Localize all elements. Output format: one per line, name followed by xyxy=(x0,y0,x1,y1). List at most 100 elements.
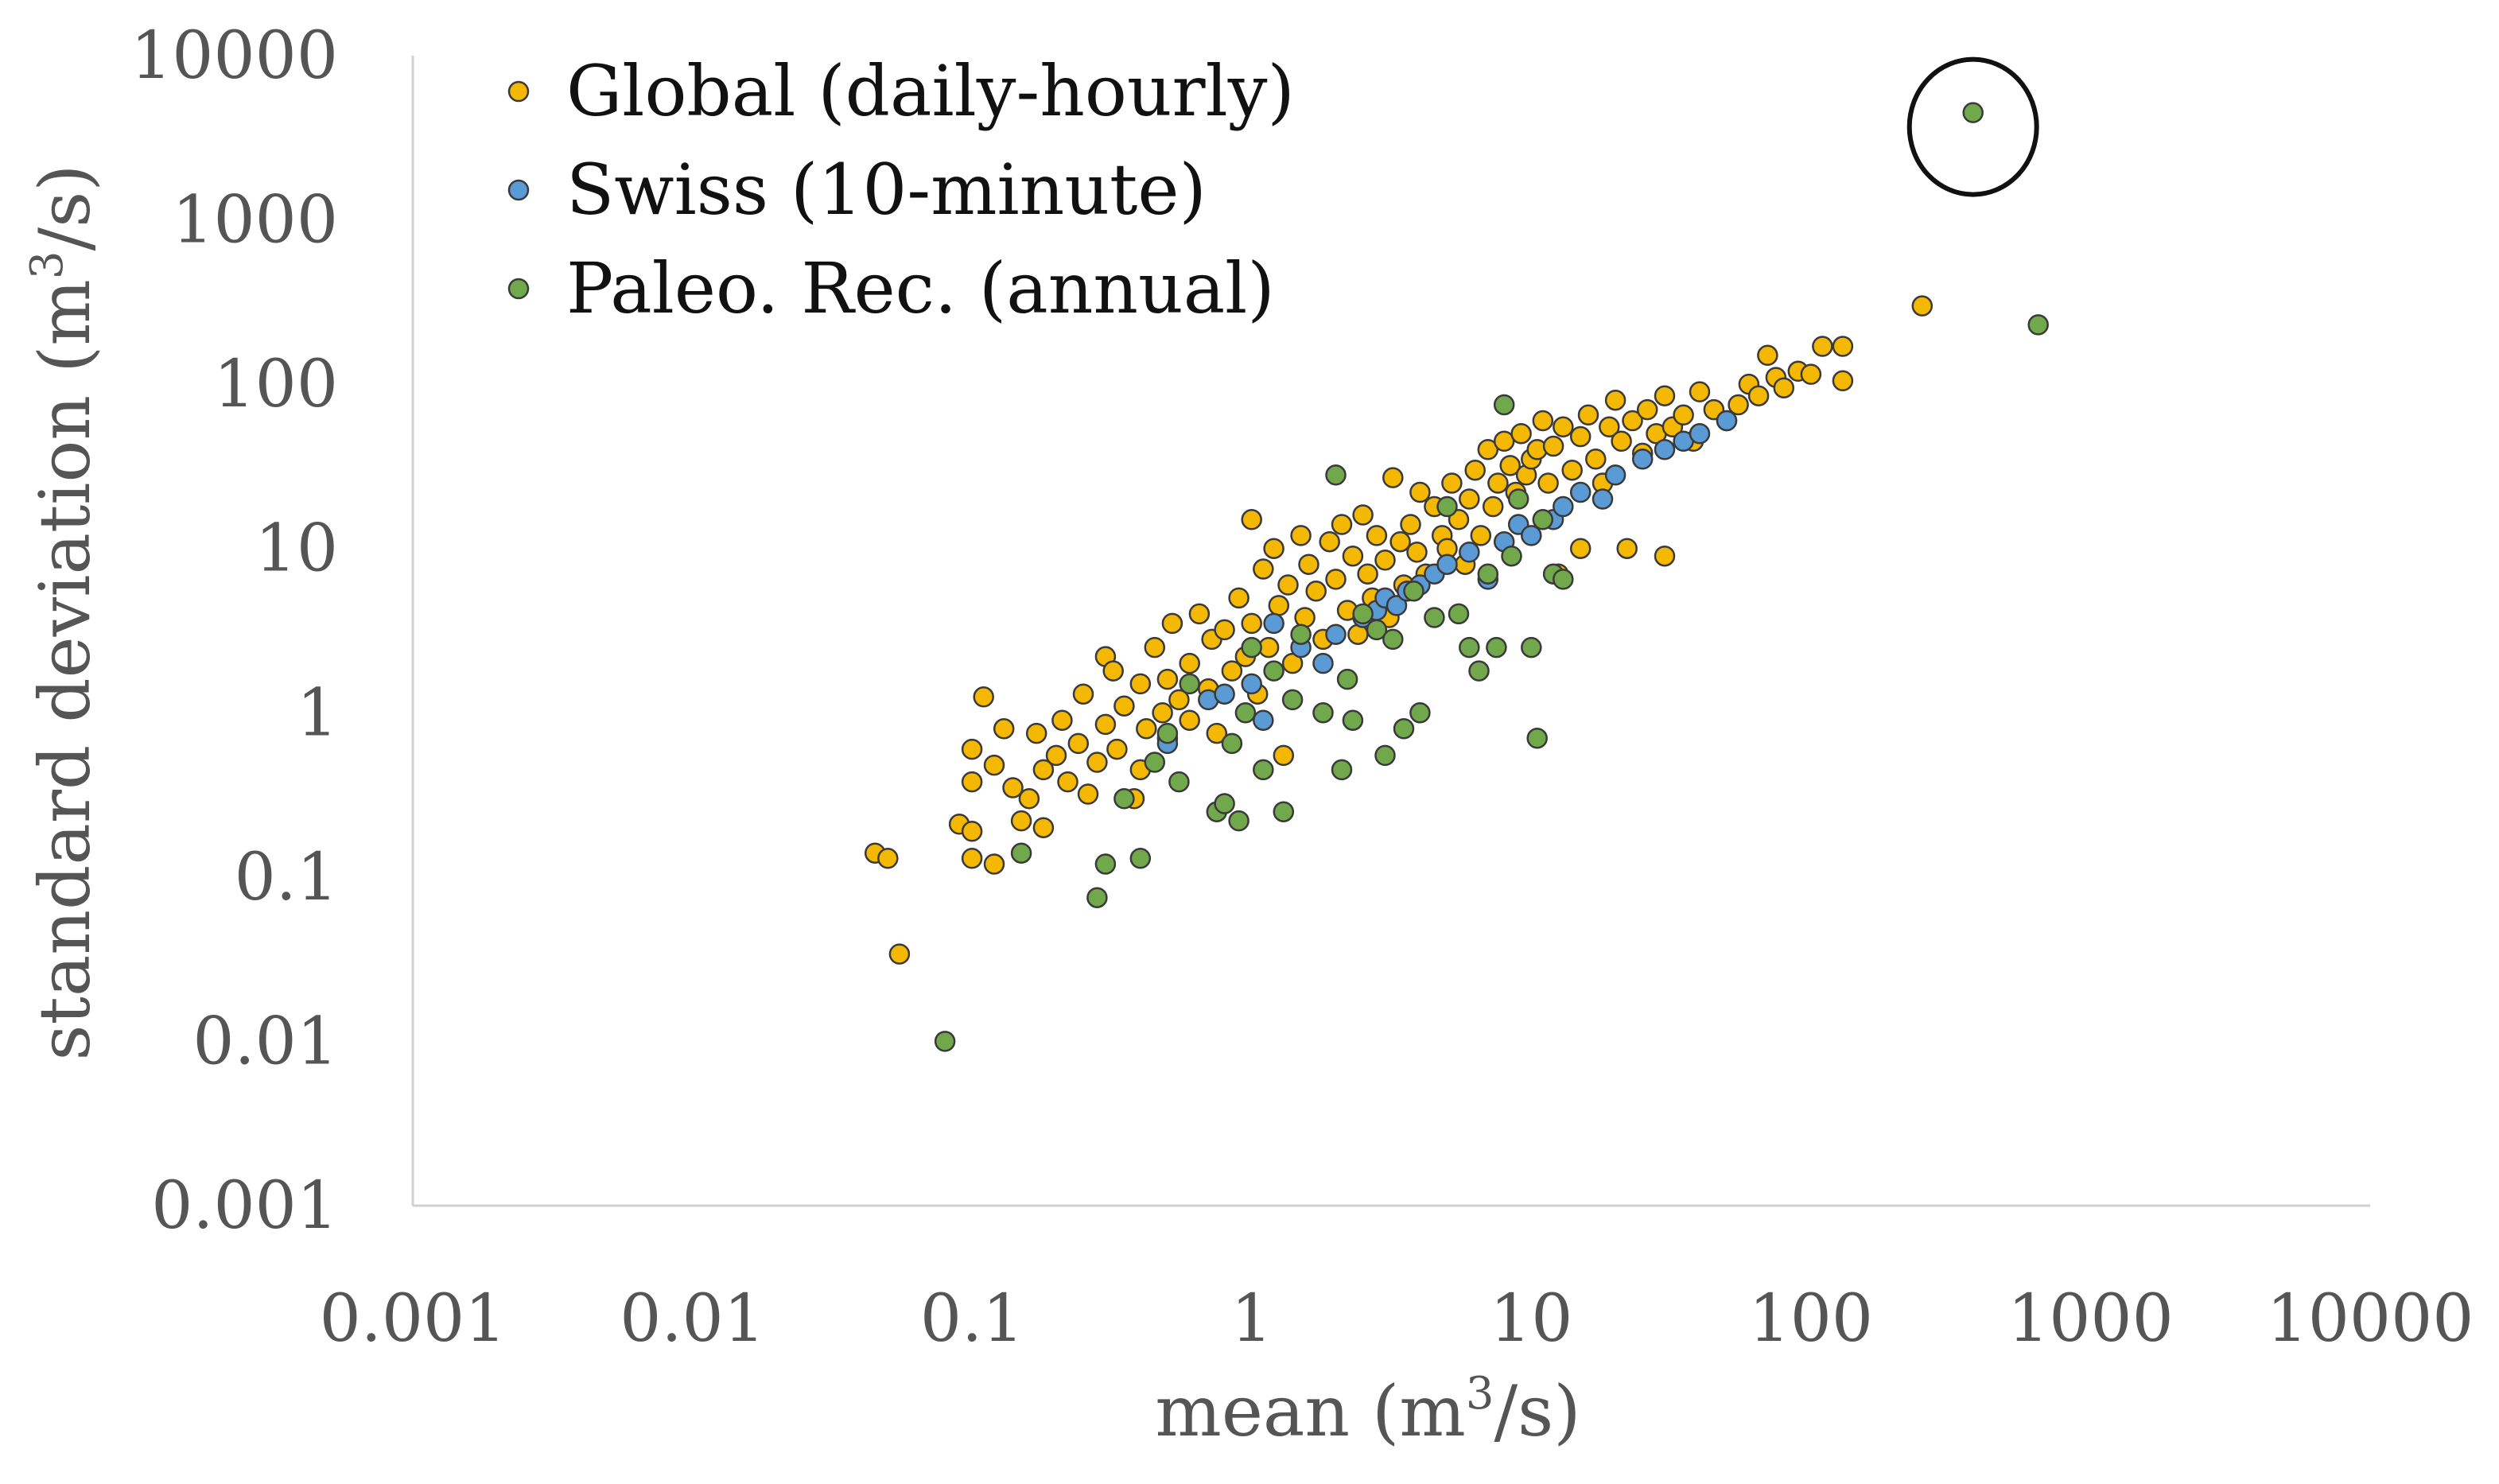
point-paleo-rec-annual xyxy=(1501,545,1522,567)
point-swiss-10-minute xyxy=(1604,464,1626,486)
point-global-daily-hourly xyxy=(1441,472,1463,494)
point-paleo-rec-annual xyxy=(1325,464,1347,486)
point-global-daily-hourly xyxy=(983,754,1005,776)
point-global-daily-hourly xyxy=(1106,738,1128,760)
point-global-daily-hourly xyxy=(1179,709,1200,731)
point-global-daily-hourly xyxy=(1382,467,1404,488)
point-global-daily-hourly xyxy=(888,943,911,965)
point-paleo-rec-annual xyxy=(1493,394,1515,416)
point-swiss-10-minute xyxy=(1386,595,1408,616)
point-global-daily-hourly xyxy=(1622,410,1643,432)
point-global-daily-hourly xyxy=(1094,713,1117,736)
point-paleo-rec-annual xyxy=(1336,668,1358,690)
point-paleo-rec-annual xyxy=(1086,887,1108,908)
data-points xyxy=(864,102,2049,1052)
point-global-daily-hourly xyxy=(1342,545,1364,567)
point-global-daily-hourly xyxy=(1654,545,1676,567)
point-global-daily-hourly xyxy=(1773,377,1795,398)
x-tick-label: 10000 xyxy=(2267,1281,2474,1357)
x-tick-labels: 0.001 0.01 0.1 1 10 100 1000 10000 xyxy=(320,1281,2474,1357)
point-global-daily-hourly xyxy=(1604,389,1626,411)
x-tick-label: 0.1 xyxy=(920,1281,1024,1357)
point-paleo-rec-annual xyxy=(2027,314,2049,336)
point-global-daily-hourly xyxy=(1532,410,1554,432)
legend-label: Paleo. Rec. (annual) xyxy=(566,247,1275,329)
point-global-daily-hourly xyxy=(1599,416,1620,438)
point-swiss-10-minute xyxy=(1459,542,1480,563)
point-global-daily-hourly xyxy=(877,848,899,869)
point-global-daily-hourly xyxy=(1800,363,1822,385)
point-global-daily-hourly xyxy=(1747,385,1770,406)
point-global-daily-hourly xyxy=(961,738,983,760)
y-tick-label: 10 xyxy=(255,511,338,587)
point-paleo-rec-annual xyxy=(1156,722,1179,744)
y-tick-label: 0.001 xyxy=(151,1168,338,1244)
point-global-daily-hourly xyxy=(961,821,983,842)
point-global-daily-hourly xyxy=(1689,381,1711,402)
point-global-daily-hourly xyxy=(1018,788,1040,810)
point-paleo-rec-annual xyxy=(1214,793,1235,814)
point-global-daily-hourly xyxy=(961,848,983,869)
point-paleo-rec-annual xyxy=(1468,660,1490,682)
point-swiss-10-minute xyxy=(1263,612,1284,635)
point-paleo-rec-annual xyxy=(1168,771,1190,793)
legend: Global (daily-hourly) Swiss (10-minute) Pa… xyxy=(507,50,1295,329)
point-global-daily-hourly xyxy=(1510,423,1532,445)
point-global-daily-hourly xyxy=(1077,783,1099,805)
y-tick-label: 100 xyxy=(213,347,338,422)
point-swiss-10-minute xyxy=(1253,709,1274,731)
point-paleo-rec-annual xyxy=(1263,660,1284,682)
point-swiss-10-minute xyxy=(1689,423,1711,445)
point-paleo-rec-annual xyxy=(1962,102,1984,123)
point-paleo-rec-annual xyxy=(1253,759,1274,781)
point-paleo-rec-annual xyxy=(1366,619,1388,641)
y-tick-label: 1 xyxy=(297,675,338,751)
point-swiss-10-minute xyxy=(1325,624,1347,645)
point-global-daily-hourly xyxy=(1636,398,1658,421)
point-global-daily-hourly xyxy=(1832,370,1854,392)
point-global-daily-hourly xyxy=(1136,718,1157,740)
point-global-daily-hourly xyxy=(1832,336,1854,357)
point-paleo-rec-annual xyxy=(1234,702,1257,724)
point-paleo-rec-annual xyxy=(1553,569,1574,590)
point-global-daily-hourly xyxy=(1002,777,1024,798)
point-global-daily-hourly xyxy=(993,718,1015,740)
point-global-daily-hourly xyxy=(1464,459,1486,481)
point-global-daily-hourly xyxy=(961,771,983,793)
point-global-daily-hourly xyxy=(1561,459,1583,481)
x-tick-label: 10 xyxy=(1490,1281,1572,1357)
point-paleo-rec-annual xyxy=(1382,628,1404,651)
point-global-daily-hourly xyxy=(1072,683,1094,705)
point-swiss-10-minute xyxy=(1521,525,1542,546)
point-global-daily-hourly xyxy=(1319,530,1340,553)
point-paleo-rec-annual xyxy=(1113,788,1135,810)
point-global-daily-hourly xyxy=(1654,385,1676,406)
point-global-daily-hourly xyxy=(1673,404,1694,426)
point-global-daily-hourly xyxy=(1025,722,1047,744)
point-paleo-rec-annual xyxy=(934,1031,956,1052)
x-axis-title: mean (m3/s) xyxy=(1155,1368,1580,1452)
y-tick-labels: 0.001 0.01 0.1 1 10 100 1000 10000 xyxy=(130,18,338,1244)
point-global-daily-hourly xyxy=(1179,652,1200,674)
point-global-daily-hourly xyxy=(1253,558,1274,580)
point-global-daily-hourly xyxy=(1470,525,1492,546)
point-global-daily-hourly xyxy=(1221,660,1243,682)
point-paleo-rec-annual xyxy=(1290,624,1312,645)
point-global-daily-hourly xyxy=(1010,810,1032,832)
point-global-daily-hourly xyxy=(1537,472,1559,494)
point-paleo-rec-annual xyxy=(1436,495,1458,518)
legend-marker xyxy=(507,179,530,201)
point-paleo-rec-annual xyxy=(1331,759,1353,781)
point-paleo-rec-annual xyxy=(1342,709,1364,731)
point-paleo-rec-annual xyxy=(1241,636,1262,658)
point-swiss-10-minute xyxy=(1716,410,1738,432)
point-paleo-rec-annual xyxy=(1486,636,1507,658)
point-global-daily-hourly xyxy=(1102,660,1124,682)
point-global-daily-hourly xyxy=(1331,514,1353,535)
x-tick-label: 1 xyxy=(1231,1281,1273,1357)
y-tick-label: 0.01 xyxy=(192,1004,338,1079)
point-global-daily-hourly xyxy=(1057,771,1078,793)
point-global-daily-hourly xyxy=(973,686,994,708)
x-tick-label: 1000 xyxy=(2007,1281,2174,1357)
